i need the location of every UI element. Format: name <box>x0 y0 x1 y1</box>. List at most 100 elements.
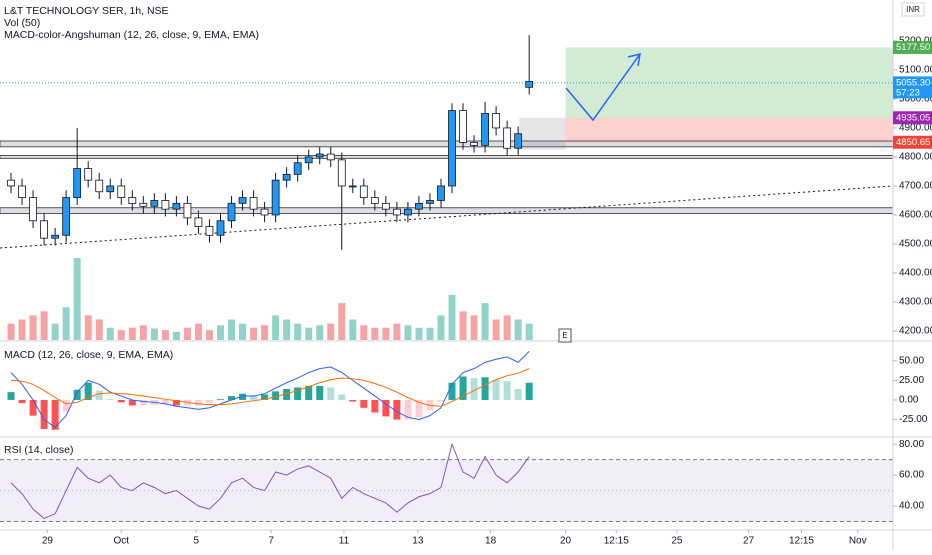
chart-title: L&T TECHNOLOGY SER, 1h, NSE <box>4 5 169 17</box>
button[interactable] <box>558 328 572 343</box>
candle-body <box>227 202 236 222</box>
histogram-bar <box>305 385 313 400</box>
y-tick-label: -25.00 <box>899 414 928 425</box>
volume-bar <box>448 294 456 340</box>
histogram-bar <box>29 399 37 416</box>
volume-bar <box>51 323 59 340</box>
candle-body <box>282 173 291 181</box>
volume-bar <box>349 319 357 340</box>
volume-bar <box>415 327 423 340</box>
volume-bar <box>283 319 291 340</box>
volume-bar <box>404 325 412 340</box>
currency[interactable]: INR <box>906 5 920 14</box>
candle-body <box>150 200 159 207</box>
candle-body <box>117 185 126 198</box>
x-tick-label: 29 <box>42 536 54 547</box>
volume-bar <box>40 311 48 340</box>
histogram-bar <box>371 399 379 413</box>
candle-body <box>183 202 192 219</box>
candle-body <box>29 197 37 222</box>
volume-bar <box>172 331 180 340</box>
volume-bar <box>503 315 511 340</box>
stop-zone <box>565 117 893 143</box>
volume-bar <box>382 327 390 340</box>
plot <box>0 35 894 522</box>
countdown: 57:23 <box>896 87 920 98</box>
volume-bar <box>470 315 478 340</box>
histogram-bar <box>525 382 533 400</box>
histogram-bar <box>415 399 423 418</box>
volume-bar <box>228 319 236 340</box>
histogram-bar <box>349 399 357 402</box>
candle-body <box>514 133 523 149</box>
candle-body <box>172 202 181 210</box>
histogram-bar <box>7 392 15 400</box>
range-box <box>519 117 566 150</box>
price-tag-label: 5177.50 <box>896 42 930 53</box>
histogram-bar <box>139 399 147 406</box>
histogram-bar <box>503 381 511 400</box>
price-tag <box>893 135 932 149</box>
x-tick-label: Nov <box>849 536 867 547</box>
histogram-bar <box>62 399 70 412</box>
x-tick-label: 11 <box>339 536 350 547</box>
candle-body <box>249 197 258 210</box>
histogram-bar <box>128 399 136 406</box>
candle-body <box>448 110 456 187</box>
volume-bar <box>73 258 81 340</box>
y-tick-label: 40.00 <box>899 501 924 512</box>
candle-body <box>260 208 269 216</box>
volume-bar <box>459 311 467 340</box>
x-tick-label: 7 <box>268 536 274 547</box>
histogram-bar <box>73 389 81 400</box>
macd-label: MACD (12, 26, close, 9, EMA, EMA) <box>4 349 173 361</box>
volume-bar <box>7 323 15 340</box>
y-tick-label: 4900.00 <box>899 123 932 134</box>
candle-body <box>426 200 434 204</box>
candle-body <box>238 197 247 204</box>
volume-bar <box>316 325 324 340</box>
volume-bar <box>128 327 136 340</box>
currency-box[interactable] <box>901 2 925 17</box>
volume-bar <box>492 319 500 340</box>
volume-bar <box>150 328 158 340</box>
volume-bar <box>95 319 103 340</box>
histogram-bar <box>117 399 125 403</box>
volume-bar <box>525 323 533 340</box>
drawn-arrow <box>565 52 641 122</box>
histogram-bar <box>216 399 224 400</box>
y-tick-label: 4700.00 <box>899 181 932 192</box>
volume-bar <box>183 327 191 340</box>
candle-body <box>18 185 26 198</box>
candle-body <box>40 220 48 239</box>
candle-body <box>315 153 324 158</box>
trendline <box>0 185 894 249</box>
x-tick-label: 13 <box>412 536 424 547</box>
x-tick-label: 20 <box>560 536 572 547</box>
volume-bar <box>426 327 434 340</box>
histogram-bar <box>393 399 401 420</box>
histogram-bar <box>470 378 478 400</box>
y-tick-label: 50.00 <box>899 355 924 366</box>
histogram-bar <box>327 387 335 400</box>
button-label[interactable]: E <box>562 331 567 340</box>
histogram-bar <box>338 394 346 400</box>
volume-bar <box>294 323 302 340</box>
histogram-bar <box>172 399 180 406</box>
indicator-label: MACD-color-Angshuman (12, 26, close, 9, … <box>4 29 259 41</box>
candle-body <box>370 197 379 204</box>
histogram-bar <box>459 376 467 400</box>
histogram-bar <box>161 399 169 405</box>
candle-body <box>271 179 280 216</box>
rsi-label: RSI (14, close) <box>4 444 73 456</box>
candle-body <box>293 162 302 175</box>
y-tick-label: 4500.00 <box>899 239 932 250</box>
volume-bar <box>161 330 169 340</box>
volume-label: Vol (50) <box>4 17 40 29</box>
histogram-bar <box>228 396 236 400</box>
price-tag <box>893 76 932 99</box>
candle-body <box>128 197 137 204</box>
volume-bar <box>18 319 26 340</box>
candle-body <box>51 234 60 239</box>
